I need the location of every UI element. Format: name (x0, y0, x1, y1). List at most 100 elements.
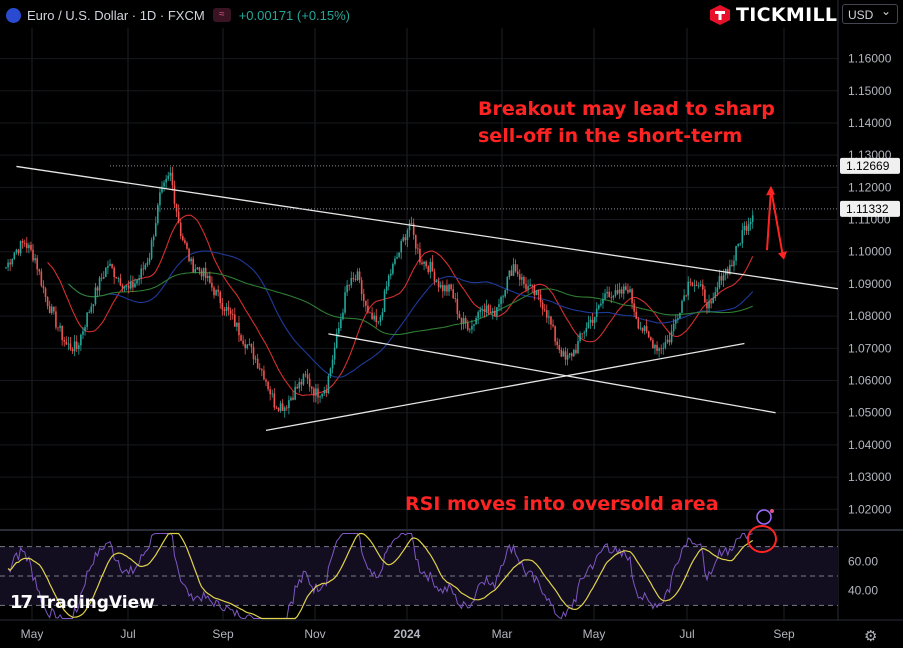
candle (365, 300, 367, 312)
candle (718, 269, 721, 290)
candle-body (394, 258, 396, 264)
candle-body (358, 271, 361, 281)
candle (610, 291, 613, 304)
candle-body (396, 256, 398, 259)
candle-body (354, 279, 357, 280)
candle (568, 352, 571, 359)
currency-selector[interactable]: USD (842, 1, 898, 24)
candle (429, 258, 432, 279)
candle-body (404, 237, 407, 241)
candle-body (317, 388, 319, 398)
candle (44, 286, 47, 303)
candle (321, 393, 323, 399)
candle-body (650, 337, 652, 341)
candle-body (564, 351, 567, 360)
candle-body (86, 312, 88, 328)
candle (123, 285, 126, 292)
candle-body (677, 318, 679, 320)
candle (408, 219, 411, 238)
candle-body (78, 345, 80, 350)
candle (202, 267, 205, 281)
candle (516, 264, 519, 277)
candle (240, 333, 242, 342)
candle (392, 262, 394, 276)
price-tick-label: 1.05000 (848, 406, 892, 420)
candle (539, 289, 542, 308)
candle-body (13, 252, 16, 259)
candle (269, 386, 271, 401)
candle (575, 343, 577, 355)
candle-body (5, 267, 7, 269)
rsi-highlight-circle (747, 525, 777, 553)
candle (502, 294, 504, 304)
candle (639, 321, 642, 331)
candle-body (333, 347, 336, 360)
candle (595, 302, 598, 323)
candle-body (662, 347, 665, 349)
candle-body (167, 175, 170, 179)
candle (15, 248, 18, 255)
candle-body (535, 290, 538, 296)
candle-body (477, 312, 479, 319)
candle-body (751, 215, 754, 222)
candle (315, 383, 317, 403)
candle-body (173, 185, 176, 204)
candle-body (73, 341, 76, 352)
candle (367, 298, 369, 314)
candle (290, 396, 292, 402)
price-tick-label: 1.16000 (848, 52, 892, 66)
candle-body (381, 311, 384, 317)
candle-body (177, 211, 180, 223)
candle (631, 288, 633, 310)
candle (211, 276, 213, 292)
candle (531, 284, 534, 293)
candle-body (510, 270, 513, 276)
candle-body (731, 264, 733, 267)
candle (562, 348, 565, 357)
candle-body (739, 243, 742, 245)
candle-body (223, 309, 226, 311)
candle-body (508, 270, 511, 278)
candle (281, 399, 284, 411)
candle-body (718, 276, 721, 288)
candle-body (7, 262, 9, 268)
candle-body (579, 333, 581, 342)
candle-body (439, 285, 442, 288)
candle (11, 258, 14, 267)
candle-body (458, 313, 461, 319)
candle (69, 336, 72, 351)
candle (448, 284, 450, 296)
candle (21, 238, 24, 249)
candle-body (379, 316, 382, 322)
candle (219, 290, 222, 309)
candle-body (600, 303, 602, 306)
candle-body (344, 292, 346, 313)
candle-body (674, 319, 677, 324)
candle-body (444, 285, 446, 292)
price-tag-label: 1.11332 (846, 202, 889, 216)
candle (80, 333, 82, 351)
candle-body (267, 381, 269, 390)
candle (102, 271, 105, 280)
candle-body (163, 182, 165, 187)
candle (117, 276, 120, 283)
candle-body (279, 403, 282, 411)
price-tick-label: 1.10000 (848, 245, 892, 259)
settings-gear-icon[interactable]: ⚙ (864, 628, 878, 645)
candle (751, 210, 754, 229)
symbol-header[interactable]: Euro / U.S. Dollar · 1D · FXCM ≈ +0.0017… (6, 6, 350, 24)
candle (34, 253, 36, 264)
candle-body (548, 316, 550, 318)
candle (585, 322, 588, 337)
indicator-wave-icon[interactable]: ≈ (212, 8, 231, 22)
breakout-annotation-line1: Breakout may lead to sharp (478, 98, 775, 120)
candle-body (63, 340, 66, 342)
candle (308, 373, 311, 392)
candle-body (387, 275, 390, 287)
candle (204, 262, 207, 285)
candle (458, 310, 461, 319)
candle (577, 334, 579, 355)
candle-body (554, 326, 556, 342)
candle-body (44, 288, 47, 297)
